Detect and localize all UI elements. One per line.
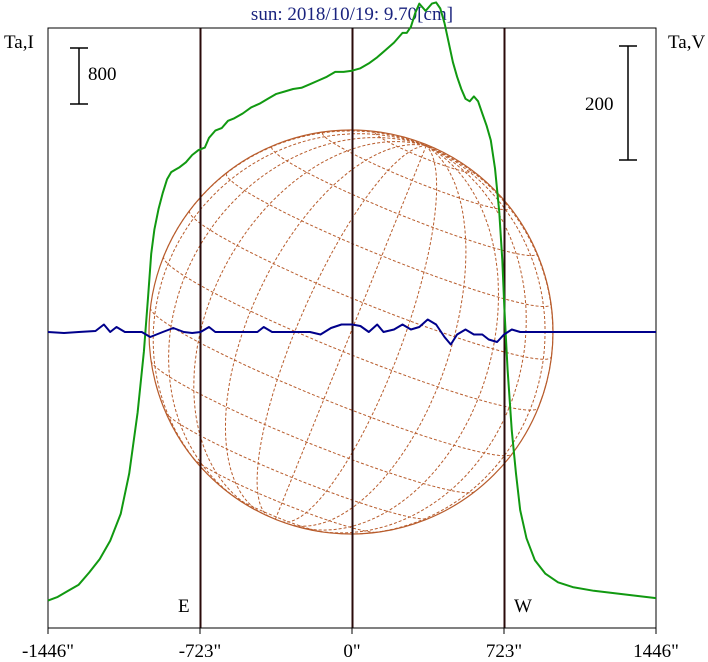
latitude-grid-line (374, 132, 473, 173)
longitude-grid-line (288, 145, 467, 527)
scale-bar-right-label: 200 (585, 94, 614, 115)
chart-title: sun: 2018/10/19: 9.70[cm] (251, 4, 453, 25)
x-tick-label-3: 723" (486, 641, 522, 662)
limb-label-w: W (514, 596, 532, 617)
longitude-grid-line (152, 133, 427, 475)
longitude-grid-line (298, 145, 500, 531)
longitude-grid-line (274, 145, 427, 520)
x-tick-label-4: 1446" (633, 641, 679, 662)
longitude-grid-line (310, 145, 527, 534)
scale-bar-right: 200 (585, 45, 637, 161)
latitude-grid-line (225, 173, 552, 308)
x-tick-label-0: -1446" (22, 641, 74, 662)
x-axis-ticks: -1446" -723" 0" 723" 1446" (22, 628, 679, 662)
series-line-i (47, 1, 657, 602)
y-right-axis-label: Ta,V (668, 32, 705, 53)
longitude-grid-line (163, 130, 427, 257)
longitude-grid-line (193, 141, 427, 509)
longitude-grid-line (168, 137, 427, 504)
x-tick-label-1: -723" (179, 641, 222, 662)
series-lines (47, 1, 657, 602)
scale-bar-left-label: 800 (88, 64, 117, 85)
limb-label-e: E (178, 596, 190, 617)
longitude-grid-line (256, 145, 427, 517)
x-tick-label-2: 0" (343, 641, 360, 662)
longitude-grid-line (225, 144, 427, 514)
longitude-grid-line (282, 145, 438, 523)
y-left-axis-label: Ta,I (4, 32, 34, 53)
longitude-grid-line (426, 145, 554, 408)
latitude-grid-line (150, 360, 475, 494)
series-line-v (47, 318, 656, 346)
scale-bar-left: 800 (70, 47, 117, 105)
